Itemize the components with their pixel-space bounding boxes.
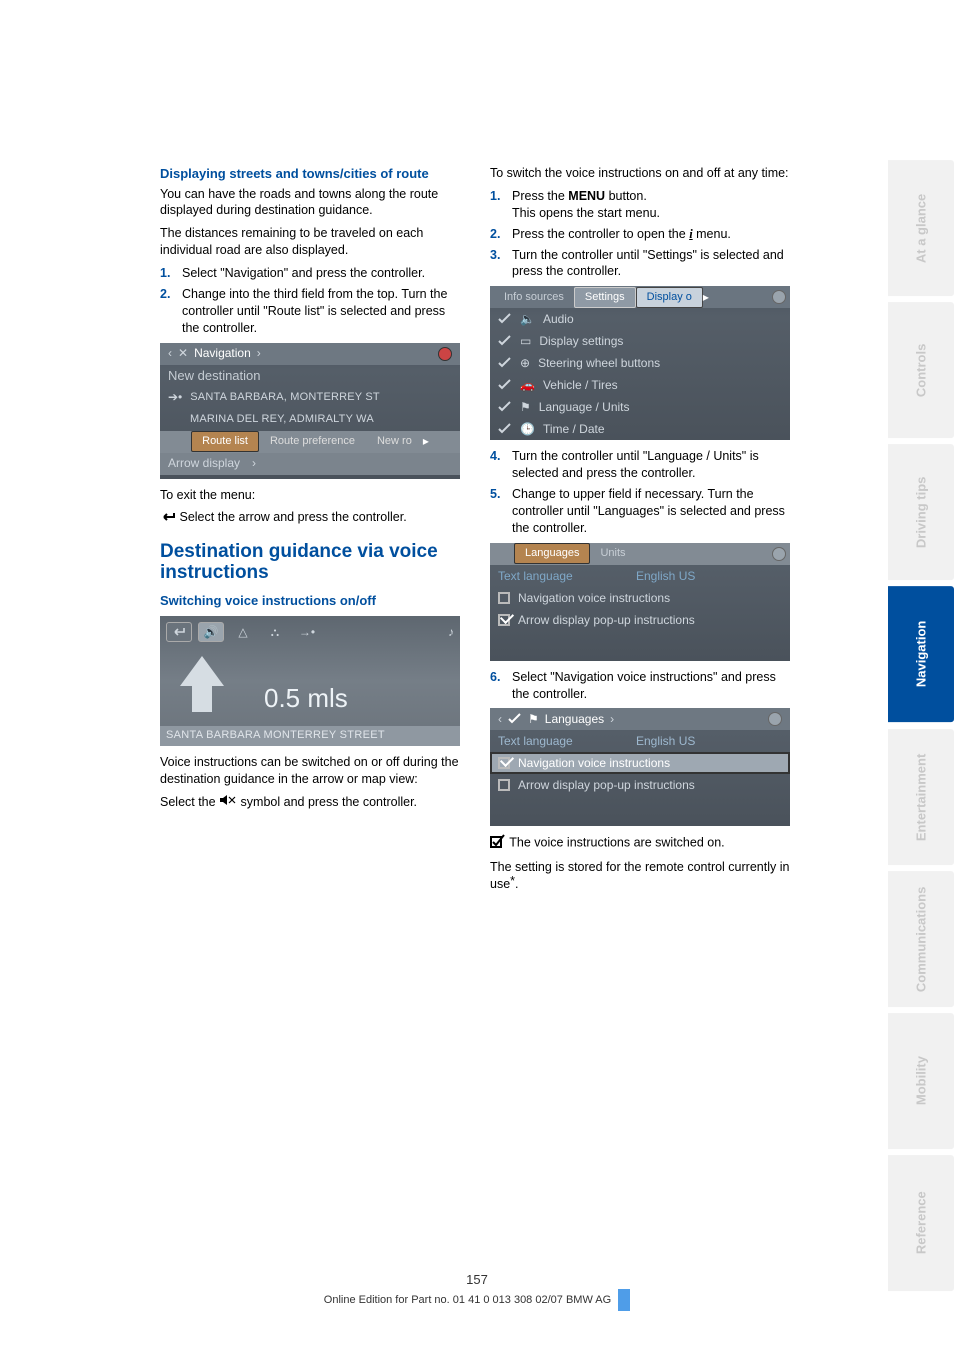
- sidebar-tab-navigation[interactable]: Navigation: [888, 586, 954, 722]
- voice-p1: Voice instructions can be switched on or…: [160, 754, 460, 788]
- right-intro: To switch the voice instructions on and …: [490, 165, 790, 182]
- lang1-arrow-popup: Arrow display pop-up instructions: [490, 609, 790, 631]
- closing-1: The voice instructions are switched on.: [490, 834, 790, 853]
- steps-c: 6.Select "Navigation voice instructions"…: [490, 669, 790, 703]
- screenshot-arrow-view: 🔊 △ ⛬ →• ♪ 0.5 mls SANTA BARBARA MONTERR…: [160, 616, 460, 746]
- lang2-text-language: Text language English US: [490, 730, 790, 752]
- nav-tabstrip: Route list Route preference New ro ▸: [160, 431, 460, 453]
- nav-tab-label: Navigation: [194, 345, 251, 361]
- satellite-icon: ⛬: [262, 622, 288, 642]
- step-b5: Change to upper field if necessary. Turn…: [512, 486, 790, 537]
- screenshot-navigation: ‹✕ Navigation › New destination ➔•SANTA …: [160, 343, 460, 479]
- settings-row-vehicle: 🚗Vehicle / Tires: [490, 374, 790, 396]
- exit-title: To exit the menu:: [160, 487, 460, 504]
- sec1-step-2: Change into the third field from the top…: [182, 286, 460, 337]
- lang1-nav-voice: Navigation voice instructions: [490, 587, 790, 609]
- sidebar-tab-mobility[interactable]: Mobility: [888, 1013, 954, 1149]
- left-column: Displaying streets and towns/cities of r…: [160, 165, 460, 899]
- settings-row-language: ⚑Language / Units: [490, 396, 790, 418]
- page-number: 157: [0, 1272, 954, 1287]
- sidebar-tab-reference[interactable]: Reference: [888, 1155, 954, 1291]
- arrow-bottom-street: SANTA BARBARA MONTERREY STREET: [160, 726, 460, 746]
- sec1-title: Displaying streets and towns/cities of r…: [160, 165, 460, 183]
- lang1-text-language: Text language English US: [490, 565, 790, 587]
- steps-b: 4.Turn the controller until "Language / …: [490, 448, 790, 536]
- sidebar-tab-controls[interactable]: Controls: [888, 302, 954, 438]
- voice-p2: Select the symbol and press the controll…: [160, 794, 460, 811]
- arrow-right-dot-icon: →•: [294, 622, 320, 642]
- footer-line: Online Edition for Part no. 01 41 0 013 …: [324, 1294, 611, 1306]
- checkbox-on-icon: [490, 834, 506, 853]
- step-a2: Press the controller to open the i menu.: [512, 226, 790, 243]
- sidebar-tab-entertainment[interactable]: Entertainment: [888, 729, 954, 865]
- screenshot-settings: Info sources Settings Display o ▸ 🔈Audio…: [490, 286, 790, 440]
- step-b4: Turn the controller until "Language / Un…: [512, 448, 790, 482]
- sec1-step-1: Select "Navigation" and press the contro…: [182, 265, 460, 282]
- back-arrow-icon: [160, 510, 176, 527]
- nav-row-new-destination: New destination: [160, 365, 460, 387]
- sec1-p1: You can have the roads and towns along t…: [160, 186, 460, 220]
- settings-row-audio: 🔈Audio: [490, 308, 790, 330]
- exit-line: Select the arrow and press the controlle…: [160, 509, 460, 526]
- warning-icon: △: [230, 622, 256, 642]
- nav-row-dest1: ➔•SANTA BARBARA, MONTERREY ST: [160, 387, 460, 409]
- sidebar-tab-at-a-glance[interactable]: At a glance: [888, 160, 954, 296]
- footer-bar-icon: [618, 1289, 630, 1311]
- mute-speaker-icon: [219, 794, 237, 811]
- nav-bottom: Arrow display›: [160, 453, 460, 475]
- settings-row-steering: ⊕Steering wheel buttons: [490, 352, 790, 374]
- speaker-icon: 🔊: [198, 622, 224, 642]
- sec1-p2: The distances remaining to be traveled o…: [160, 225, 460, 259]
- steps-a: 1.Press the MENU button.This opens the s…: [490, 188, 790, 280]
- back-icon: [166, 622, 192, 642]
- step-a1: Press the MENU button.This opens the sta…: [512, 188, 790, 222]
- lang2-nav-voice-selected: Navigation voice instructions: [490, 752, 790, 774]
- nav-row-dest2: MARINA DEL REY, ADMIRALTY WA: [160, 409, 460, 431]
- i-icon: i: [689, 226, 692, 243]
- settings-row-time: 🕒Time / Date: [490, 418, 790, 440]
- screenshot-languages-2: ‹ ⚑ Languages › Text language English US…: [490, 708, 790, 826]
- closing-2: The setting is stored for the remote con…: [490, 859, 790, 893]
- lang2-arrow-popup: Arrow display pop-up instructions: [490, 774, 790, 796]
- sec1-steps: 1.Select "Navigation" and press the cont…: [160, 265, 460, 337]
- screenshot-languages-1: Languages Units Text language English US…: [490, 543, 790, 661]
- sidebar-tab-driving-tips[interactable]: Driving tips: [888, 444, 954, 580]
- settings-row-display: ▭Display settings: [490, 330, 790, 352]
- page-footer: 157 Online Edition for Part no. 01 41 0 …: [0, 1272, 954, 1311]
- step-a3: Turn the controller until "Settings" is …: [512, 247, 790, 281]
- sec2-title: Destination guidance via voice instructi…: [160, 541, 460, 585]
- step-c6: Select "Navigation voice instructions" a…: [512, 669, 790, 703]
- arrow-distance: 0.5 mls: [264, 681, 348, 716]
- right-column: To switch the voice instructions on and …: [490, 165, 790, 899]
- sidebar-tab-communications[interactable]: Communications: [888, 871, 954, 1007]
- sec2-sub: Switching voice instructions on/off: [160, 592, 460, 610]
- sidebar-tabs: At a glance Controls Driving tips Naviga…: [888, 160, 954, 1291]
